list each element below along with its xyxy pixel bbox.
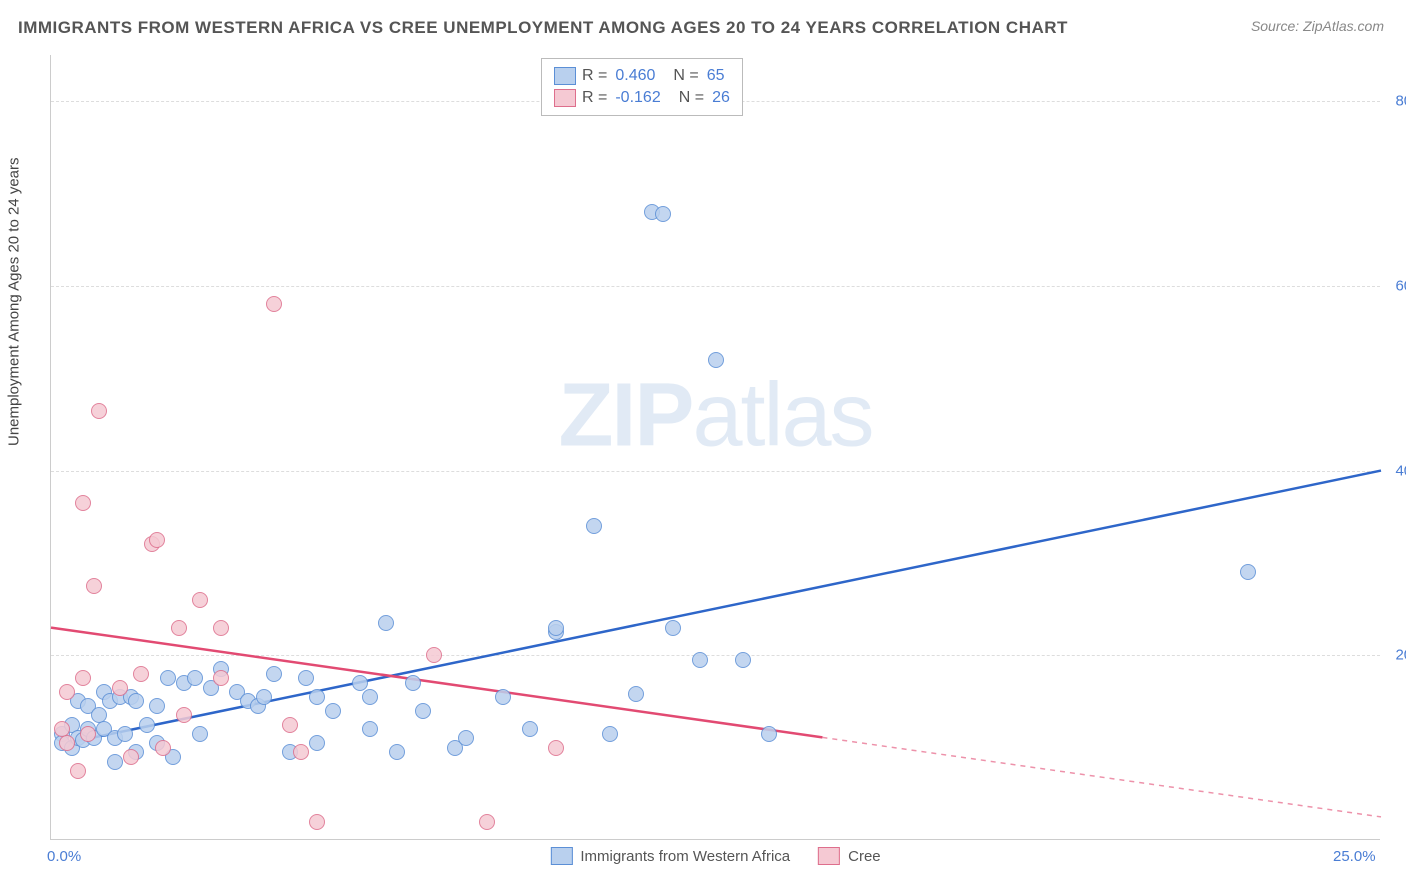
point-pink bbox=[91, 403, 107, 419]
legend-bottom-label: Cree bbox=[848, 848, 881, 865]
regression-lines bbox=[51, 55, 1380, 839]
point-blue bbox=[149, 698, 165, 714]
point-blue bbox=[128, 693, 144, 709]
legend-bottom-swatch-blue bbox=[550, 847, 572, 865]
point-pink bbox=[192, 592, 208, 608]
point-pink bbox=[80, 726, 96, 742]
gridline bbox=[51, 471, 1380, 472]
point-blue bbox=[139, 717, 155, 733]
legend-top: R =0.460N =65R =-0.162N =26 bbox=[541, 58, 743, 116]
point-pink bbox=[479, 814, 495, 830]
x-tick-label: 0.0% bbox=[47, 848, 81, 865]
point-pink bbox=[176, 707, 192, 723]
chart-title: IMMIGRANTS FROM WESTERN AFRICA VS CREE U… bbox=[18, 18, 1068, 38]
watermark: ZIPatlas bbox=[558, 364, 872, 467]
point-pink bbox=[86, 578, 102, 594]
point-blue bbox=[298, 670, 314, 686]
point-pink bbox=[112, 680, 128, 696]
legend-r-label: R = bbox=[582, 89, 607, 107]
point-blue bbox=[692, 652, 708, 668]
point-pink bbox=[59, 735, 75, 751]
point-blue bbox=[655, 206, 671, 222]
point-blue bbox=[362, 689, 378, 705]
point-pink bbox=[133, 666, 149, 682]
point-pink bbox=[309, 814, 325, 830]
legend-row-pink: R = -0.162 N = 26 bbox=[554, 87, 730, 109]
x-tick-label: 25.0% bbox=[1333, 848, 1376, 865]
point-blue bbox=[628, 686, 644, 702]
regression-line-pink-dashed bbox=[822, 737, 1381, 817]
legend-r-value: 0.460 bbox=[615, 67, 655, 85]
point-pink bbox=[213, 670, 229, 686]
point-pink bbox=[75, 495, 91, 511]
legend-r-value: -0.162 bbox=[615, 89, 660, 107]
point-pink bbox=[149, 532, 165, 548]
legend-bottom-label: Immigrants from Western Africa bbox=[580, 848, 790, 865]
watermark-bold: ZIP bbox=[558, 365, 692, 465]
watermark-rest: atlas bbox=[692, 365, 872, 465]
point-blue bbox=[761, 726, 777, 742]
point-blue bbox=[548, 620, 564, 636]
legend-swatch-pink bbox=[554, 89, 576, 107]
y-tick-label: 80.0% bbox=[1388, 93, 1406, 110]
plot-area: ZIPatlas 20.0%40.0%60.0%80.0% 0.0%25.0% … bbox=[50, 55, 1380, 840]
point-pink bbox=[155, 740, 171, 756]
point-pink bbox=[213, 620, 229, 636]
point-blue bbox=[325, 703, 341, 719]
point-blue bbox=[458, 730, 474, 746]
legend-r-label: R = bbox=[582, 67, 607, 85]
point-blue bbox=[405, 675, 421, 691]
point-blue bbox=[665, 620, 681, 636]
point-blue bbox=[735, 652, 751, 668]
point-pink bbox=[123, 749, 139, 765]
point-pink bbox=[282, 717, 298, 733]
point-pink bbox=[426, 647, 442, 663]
legend-n-value: 26 bbox=[712, 89, 730, 107]
legend-bottom: Immigrants from Western Africa Cree bbox=[550, 847, 880, 865]
point-pink bbox=[70, 763, 86, 779]
point-blue bbox=[107, 754, 123, 770]
source-label: Source: ZipAtlas.com bbox=[1251, 18, 1384, 34]
legend-bottom-item-pink: Cree bbox=[818, 847, 881, 865]
point-blue bbox=[352, 675, 368, 691]
point-blue bbox=[522, 721, 538, 737]
point-pink bbox=[266, 296, 282, 312]
legend-n-value: 65 bbox=[707, 67, 725, 85]
point-pink bbox=[59, 684, 75, 700]
point-blue bbox=[117, 726, 133, 742]
point-pink bbox=[171, 620, 187, 636]
legend-n-label: N = bbox=[679, 89, 704, 107]
point-blue bbox=[309, 689, 325, 705]
point-blue bbox=[266, 666, 282, 682]
legend-swatch-blue bbox=[554, 67, 576, 85]
point-blue bbox=[389, 744, 405, 760]
point-blue bbox=[1240, 564, 1256, 580]
y-tick-label: 20.0% bbox=[1388, 647, 1406, 664]
y-tick-label: 60.0% bbox=[1388, 277, 1406, 294]
point-blue bbox=[495, 689, 511, 705]
y-tick-label: 40.0% bbox=[1388, 462, 1406, 479]
gridline bbox=[51, 655, 1380, 656]
point-blue bbox=[362, 721, 378, 737]
point-blue bbox=[256, 689, 272, 705]
point-blue bbox=[160, 670, 176, 686]
point-blue bbox=[378, 615, 394, 631]
point-blue bbox=[586, 518, 602, 534]
point-blue bbox=[187, 670, 203, 686]
point-blue bbox=[708, 352, 724, 368]
point-blue bbox=[192, 726, 208, 742]
legend-bottom-swatch-pink bbox=[818, 847, 840, 865]
point-pink bbox=[293, 744, 309, 760]
point-blue bbox=[415, 703, 431, 719]
point-blue bbox=[602, 726, 618, 742]
legend-row-blue: R = 0.460 N = 65 bbox=[554, 65, 730, 87]
point-pink bbox=[75, 670, 91, 686]
legend-n-label: N = bbox=[673, 67, 698, 85]
legend-bottom-item-blue: Immigrants from Western Africa bbox=[550, 847, 790, 865]
point-blue bbox=[309, 735, 325, 751]
point-pink bbox=[548, 740, 564, 756]
gridline bbox=[51, 286, 1380, 287]
y-axis-label: Unemployment Among Ages 20 to 24 years bbox=[6, 157, 23, 446]
